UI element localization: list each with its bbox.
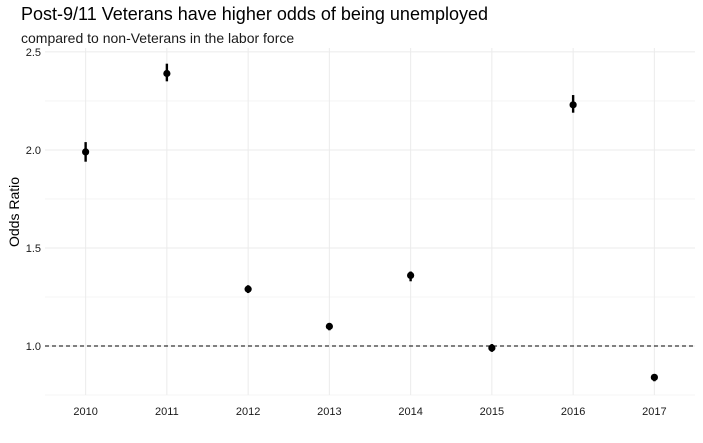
chart-title: Post-9/11 Veterans have higher odds of b… [21, 4, 488, 24]
x-tick-label: 2010 [73, 406, 97, 418]
data-point [244, 285, 252, 293]
y-axis-ticks: 1.0 1.5 2.0 2.5 [26, 47, 41, 353]
x-axis-ticks: 2010 2011 2012 2013 2014 2015 2016 2017 [73, 406, 666, 418]
x-tick-label: 2012 [236, 406, 260, 418]
x-tick-label: 2011 [155, 406, 179, 418]
x-tick-label: 2013 [317, 406, 341, 418]
data-point [325, 322, 333, 330]
y-tick-label: 1.5 [26, 243, 41, 255]
data-point [569, 101, 577, 109]
x-tick-label: 2014 [398, 406, 422, 418]
data-point [82, 148, 90, 156]
y-tick-label: 1.0 [26, 341, 41, 353]
data-point [488, 344, 496, 352]
chart-subtitle: compared to non-Veterans in the labor fo… [21, 30, 295, 46]
data-point [650, 373, 658, 381]
x-tick-label: 2017 [642, 406, 666, 418]
y-tick-label: 2.0 [26, 145, 41, 157]
data-points [82, 63, 658, 382]
data-point [163, 69, 171, 78]
y-axis-label: Odds Ratio [6, 177, 22, 247]
grid-lines [45, 48, 695, 396]
x-tick-label: 2015 [480, 406, 504, 418]
data-point [407, 271, 415, 280]
y-tick-label: 2.5 [26, 47, 41, 59]
x-tick-label: 2016 [561, 406, 585, 418]
